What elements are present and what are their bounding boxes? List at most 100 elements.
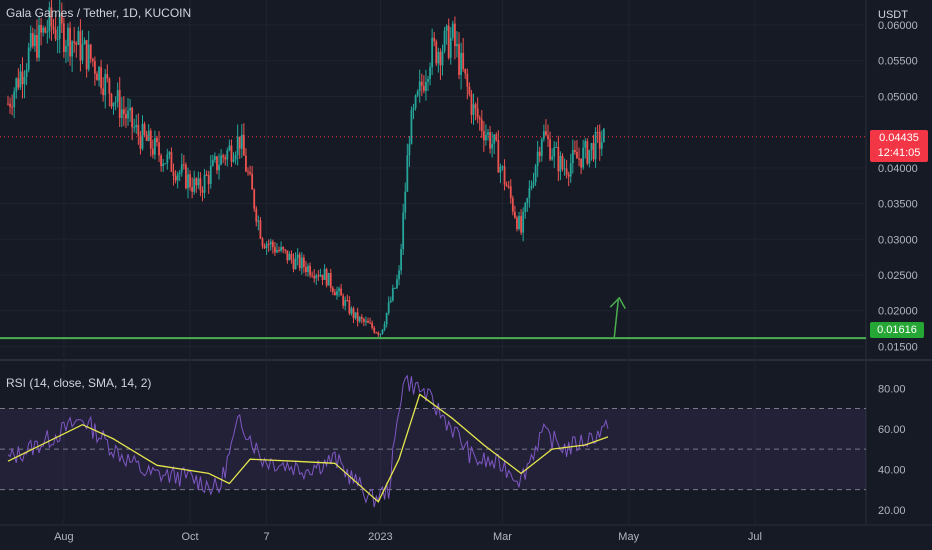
candle-body bbox=[538, 151, 541, 156]
candle-body bbox=[288, 253, 291, 261]
price-axis-tick: 0.02500 bbox=[878, 270, 918, 282]
candle-body bbox=[571, 149, 574, 164]
candle-body bbox=[323, 269, 326, 280]
candle-body bbox=[331, 287, 334, 293]
candle-body bbox=[220, 155, 223, 165]
candle-body bbox=[218, 164, 220, 171]
candle-body bbox=[379, 333, 382, 335]
candle-body bbox=[383, 324, 386, 330]
candle-body bbox=[578, 158, 580, 160]
candle-body bbox=[396, 279, 398, 288]
time-axis-label: 2023 bbox=[368, 531, 392, 543]
candle-body bbox=[52, 26, 55, 30]
candle-body bbox=[559, 155, 562, 172]
candle-body bbox=[495, 134, 498, 141]
candle-body bbox=[158, 142, 160, 156]
candle-body bbox=[106, 74, 109, 79]
candle-body bbox=[83, 40, 86, 45]
candle-body bbox=[91, 58, 94, 62]
candle-body bbox=[522, 211, 525, 233]
rsi-axis-tick: 40.00 bbox=[878, 464, 906, 476]
candle-body bbox=[499, 166, 502, 173]
candle-body bbox=[362, 319, 365, 322]
candle-body bbox=[145, 134, 148, 141]
candle-body bbox=[600, 142, 603, 149]
candle-body bbox=[524, 203, 527, 212]
candle-body bbox=[476, 108, 479, 118]
candle-body bbox=[553, 147, 556, 157]
candle-body bbox=[282, 247, 285, 250]
candle-body bbox=[216, 156, 218, 171]
candle-body bbox=[431, 37, 434, 68]
candle-body bbox=[129, 107, 131, 111]
candle-body bbox=[536, 151, 539, 167]
candle-body bbox=[156, 138, 158, 143]
candle-body bbox=[40, 24, 43, 33]
candle-body bbox=[77, 31, 80, 45]
candle-body bbox=[228, 145, 231, 151]
candle-body bbox=[294, 258, 297, 270]
candle-body bbox=[485, 134, 487, 141]
candle-body bbox=[100, 67, 103, 89]
candle-body bbox=[205, 174, 208, 176]
price-axis-tick: 0.02000 bbox=[878, 306, 918, 318]
arrow-head bbox=[609, 296, 626, 309]
candle-body bbox=[278, 250, 280, 252]
candle-body bbox=[354, 312, 357, 319]
candle-body bbox=[255, 208, 258, 222]
rsi-indicator-label[interactable]: RSI (14, close, SMA, 14, 2) bbox=[6, 376, 152, 390]
price-axis-tick: 0.01500 bbox=[878, 341, 918, 353]
candle-body bbox=[135, 124, 138, 128]
candle-body bbox=[400, 249, 403, 271]
candle-body bbox=[149, 130, 152, 149]
candle-body bbox=[65, 46, 67, 53]
candle-body bbox=[193, 178, 196, 192]
candle-body bbox=[93, 61, 96, 74]
candle-body bbox=[44, 27, 47, 33]
candle-body bbox=[249, 172, 251, 174]
candle-body bbox=[474, 104, 477, 109]
candle-body bbox=[166, 154, 169, 164]
candle-body bbox=[509, 186, 512, 199]
candle-body bbox=[170, 152, 173, 172]
candle-body bbox=[62, 23, 65, 53]
candle-body bbox=[48, 7, 51, 32]
candle-body bbox=[327, 272, 330, 286]
candle-body bbox=[555, 147, 558, 149]
candle-body bbox=[69, 27, 71, 57]
candle-body bbox=[245, 155, 247, 172]
candle-body bbox=[433, 37, 436, 42]
candle-body bbox=[108, 78, 111, 94]
candle-body bbox=[201, 190, 204, 193]
candle-body bbox=[340, 288, 343, 296]
candle-body bbox=[367, 320, 369, 323]
candle-body bbox=[98, 67, 100, 81]
candle-body bbox=[437, 52, 440, 64]
candle-body bbox=[398, 270, 400, 280]
candle-body bbox=[518, 216, 520, 229]
candle-body bbox=[261, 238, 264, 247]
candle-body bbox=[447, 25, 450, 58]
candle-body bbox=[344, 300, 347, 306]
candle-body bbox=[315, 275, 318, 279]
candle-body bbox=[526, 198, 529, 204]
time-axis-label: Oct bbox=[182, 531, 199, 543]
candle-body bbox=[305, 266, 307, 272]
candle-body bbox=[580, 158, 583, 168]
candle-body bbox=[468, 86, 471, 95]
candle-body bbox=[172, 171, 175, 177]
candle-body bbox=[532, 182, 535, 186]
candle-body bbox=[203, 174, 206, 193]
candle-body bbox=[17, 78, 20, 88]
candle-body bbox=[557, 147, 560, 172]
candle-body bbox=[236, 136, 239, 156]
candle-body bbox=[507, 186, 510, 188]
candle-body bbox=[139, 135, 142, 149]
candle-body bbox=[586, 141, 589, 164]
candle-body bbox=[238, 136, 241, 149]
candle-body bbox=[449, 37, 452, 58]
candle-body bbox=[280, 247, 283, 251]
candle-body bbox=[7, 103, 9, 105]
candle-body bbox=[267, 243, 270, 245]
